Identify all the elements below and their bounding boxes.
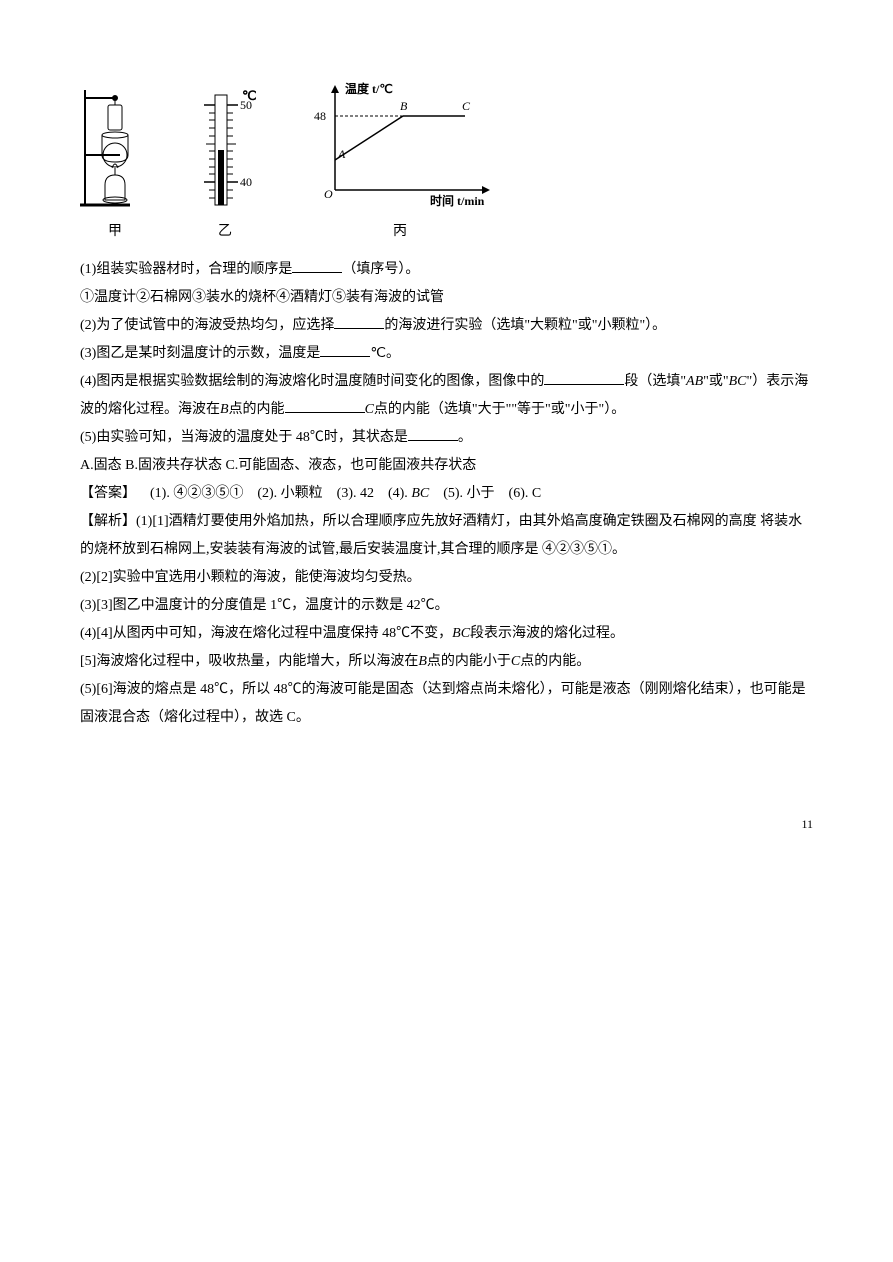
- blank-q5: [408, 426, 458, 441]
- figure-apparatus: 甲: [80, 80, 150, 246]
- answers-line: 【答案】 (1). ④②③⑤① (2). 小颗粒 (3). 42 (4). BC…: [80, 480, 813, 508]
- analysis-p6: (5)[6]海波的熔点是 48℃，所以 48℃的海波可能是固态（达到熔点尚未熔化…: [80, 676, 813, 732]
- y-tick-48: 48: [314, 109, 326, 123]
- blank-q4a: [544, 370, 624, 385]
- analysis-p4: (4)[4]从图丙中可知，海波在熔化过程中温度保持 48℃不变，BC段表示海波的…: [80, 620, 813, 648]
- question-2: (2)为了使试管中的海波受热均匀，应选择的海波进行实验（选填"大颗粒"或"小颗粒…: [80, 312, 813, 340]
- question-5-options: A.固态 B.固液共存状态 C.可能固态、液态，也可能固液共存状态: [80, 452, 813, 480]
- point-a: A: [337, 147, 346, 161]
- question-4: (4)图丙是根据实验数据绘制的海波熔化时温度随时间变化的图像，图像中的段（选填"…: [80, 368, 813, 424]
- page-number: 11: [80, 812, 813, 836]
- point-c: C: [462, 99, 471, 113]
- blank-q1: [292, 258, 342, 273]
- origin: O: [324, 187, 333, 201]
- blank-q2: [334, 314, 384, 329]
- y-axis-label: 温度 t/℃: [345, 81, 393, 96]
- figures-row: 甲 50 40: [80, 80, 813, 246]
- thermometer-diagram: 50 40 ℃: [190, 90, 260, 210]
- question-1-items: ①温度计②石棉网③装水的烧杯④酒精灯⑤装有海波的试管: [80, 284, 813, 312]
- figure-label-3: 丙: [393, 218, 407, 246]
- therm-mark-40: 40: [240, 175, 252, 189]
- analysis-p5: [5]海波熔化过程中，吸收热量，内能增大，所以海波在B点的内能小于C点的内能。: [80, 648, 813, 676]
- question-5: (5)由实验可知，当海波的温度处于 48℃时，其状态是。: [80, 424, 813, 452]
- blank-q4b: [285, 398, 365, 413]
- apparatus-diagram: [80, 80, 150, 210]
- question-1: (1)组装实验器材时，合理的顺序是（填序号）。: [80, 256, 813, 284]
- figure-label-1: 甲: [108, 218, 122, 246]
- analysis-p1: 【解析】(1)[1]酒精灯要使用外焰加热，所以合理顺序应先放好酒精灯，由其外焰高…: [80, 508, 813, 564]
- question-3: (3)图乙是某时刻温度计的示数，温度是℃。: [80, 340, 813, 368]
- graph-diagram: 温度 t/℃ 时间 t/min 48 A B C O: [300, 80, 500, 210]
- blank-q3: [320, 342, 370, 357]
- therm-unit: ℃: [242, 90, 257, 103]
- figure-thermometer: 50 40 ℃: [190, 90, 260, 246]
- analysis-p2: (2)[2]实验中宜选用小颗粒的海波，能使海波均匀受热。: [80, 564, 813, 592]
- figure-graph: 温度 t/℃ 时间 t/min 48 A B C O 丙: [300, 80, 500, 246]
- point-b: B: [400, 99, 408, 113]
- analysis-p3: (3)[3]图乙中温度计的分度值是 1℃，温度计的示数是 42℃。: [80, 592, 813, 620]
- figure-label-2: 乙: [218, 218, 232, 246]
- x-axis-label: 时间 t/min: [430, 193, 485, 208]
